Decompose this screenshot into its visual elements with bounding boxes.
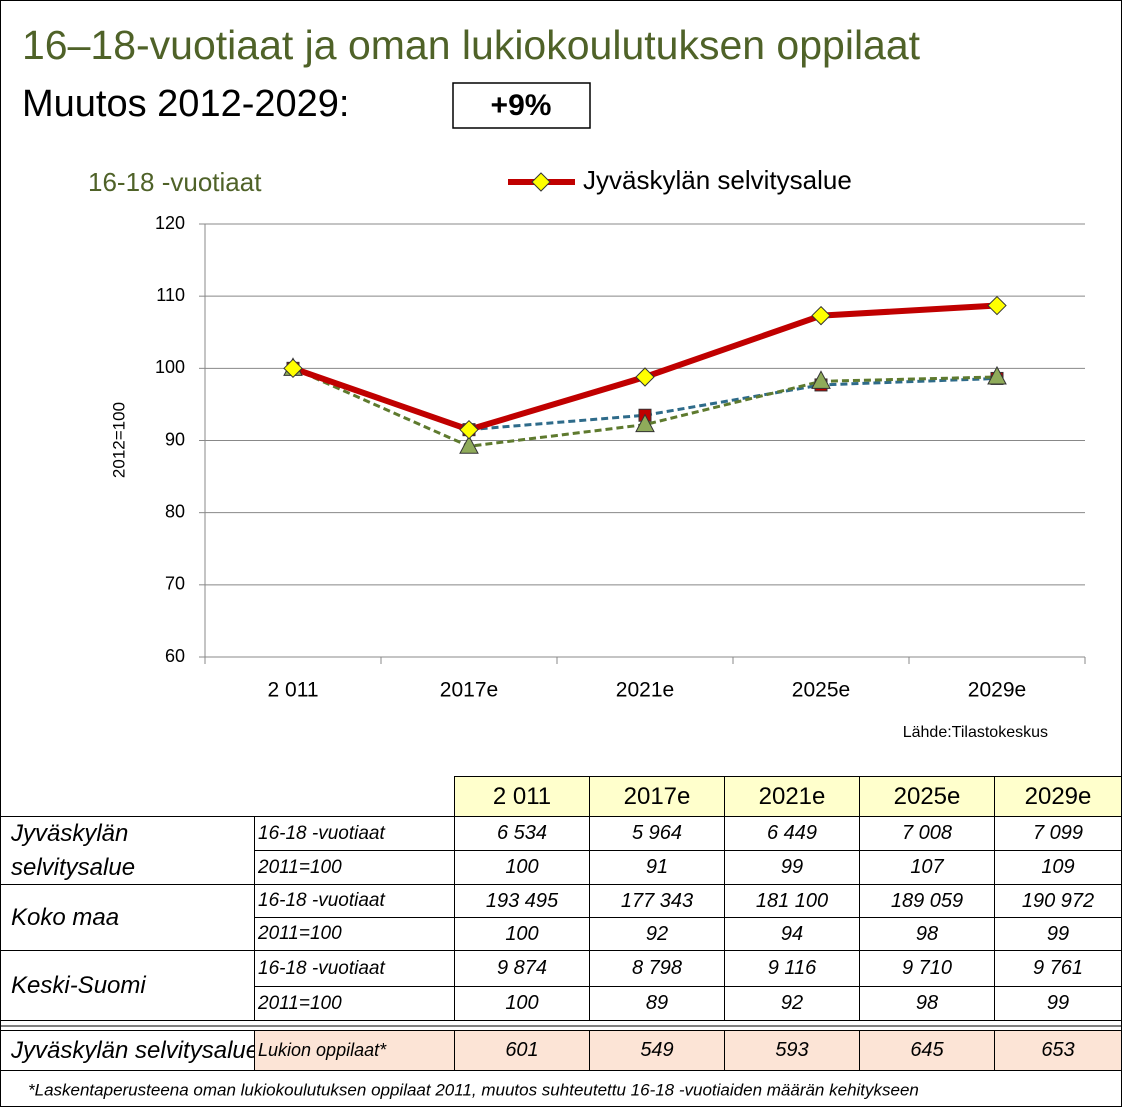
table-cell: 9 874 bbox=[454, 950, 590, 987]
chart-title: 16-18 -vuotiaat bbox=[88, 167, 262, 197]
table-cell: 91 bbox=[589, 850, 725, 885]
point bbox=[459, 435, 479, 454]
table-cell: 6 449 bbox=[724, 816, 860, 851]
point bbox=[635, 413, 655, 433]
x-tick-label: 2029e bbox=[968, 679, 1026, 702]
source-note: Lähde:Tilastokeskus bbox=[903, 724, 1048, 741]
table-cell: 193 495 bbox=[454, 884, 590, 918]
column-header: 2029e bbox=[994, 776, 1122, 817]
legend-label: Jyväskylän selvitysalue bbox=[583, 165, 852, 195]
x-tick-label: 2017e bbox=[440, 679, 498, 702]
row-label: 2011=100 bbox=[254, 850, 455, 885]
summary-cell: 653 bbox=[994, 1030, 1122, 1071]
row-group-label: Jyväskylän selvitysalue bbox=[0, 816, 255, 885]
table-cell: 7 008 bbox=[859, 816, 995, 851]
table-cell: 190 972 bbox=[994, 884, 1122, 918]
table-cell: 109 bbox=[994, 850, 1122, 885]
slide-title: 16–18-vuotiaat ja oman lukiokoulutuksen … bbox=[22, 22, 921, 68]
column-header: 2025e bbox=[859, 776, 995, 817]
point bbox=[987, 365, 1007, 385]
row-label: 16-18 -vuotiaat bbox=[254, 816, 455, 851]
y-tick-label: 110 bbox=[156, 285, 185, 305]
row-label: 2011=100 bbox=[254, 917, 455, 951]
table-cell: 189 059 bbox=[859, 884, 995, 918]
point bbox=[459, 419, 479, 440]
y-tick-label: 60 bbox=[165, 646, 185, 666]
change-label: Muutos 2012-2029: bbox=[22, 83, 349, 125]
summary-cell: 645 bbox=[859, 1030, 995, 1071]
x-tick-label: 2021e bbox=[616, 679, 674, 702]
table-cell: 6 534 bbox=[454, 816, 590, 851]
y-tick-label: 70 bbox=[165, 574, 185, 594]
table-cell: 99 bbox=[994, 986, 1122, 1021]
column-header: 2 011 bbox=[454, 776, 590, 817]
table-cell: 107 bbox=[859, 850, 995, 885]
table-cell: 99 bbox=[724, 850, 860, 885]
table-cell: 89 bbox=[589, 986, 725, 1021]
summary-cell: 549 bbox=[589, 1030, 725, 1071]
x-tick-label: 2025e bbox=[792, 679, 850, 702]
legend-marker bbox=[531, 172, 551, 192]
summary-cell: 601 bbox=[454, 1030, 590, 1071]
row-label: 16-18 -vuotiaat bbox=[254, 884, 455, 918]
table-cell: 100 bbox=[454, 850, 590, 885]
table-cell: 92 bbox=[724, 986, 860, 1021]
point bbox=[635, 367, 655, 387]
column-header: 2017e bbox=[589, 776, 725, 817]
table-cell: 8 798 bbox=[589, 950, 725, 987]
table-cell: 92 bbox=[589, 917, 725, 951]
y-tick-label: 100 bbox=[155, 357, 185, 377]
y-tick-label: 90 bbox=[165, 429, 185, 449]
table-cell: 98 bbox=[859, 986, 995, 1021]
table-cell: 181 100 bbox=[724, 884, 860, 918]
row-group-label: Koko maa bbox=[0, 884, 255, 951]
table-cell: 98 bbox=[859, 917, 995, 951]
summary-label: Jyväskylän selvitysalue bbox=[0, 1030, 259, 1071]
point bbox=[283, 358, 303, 379]
row-label: 2011=100 bbox=[254, 986, 455, 1021]
table-cell: 9 710 bbox=[859, 950, 995, 987]
table-cell: 9 116 bbox=[724, 950, 860, 987]
summary-cell: 593 bbox=[724, 1030, 860, 1071]
point bbox=[987, 295, 1007, 316]
table-cell: 100 bbox=[454, 986, 590, 1021]
table-cell: 7 099 bbox=[994, 816, 1122, 851]
table-cell: 99 bbox=[994, 917, 1122, 951]
summary-sublabel: Lukion oppilaat* bbox=[254, 1030, 455, 1071]
change-box bbox=[452, 82, 591, 129]
table-cell: 177 343 bbox=[589, 884, 725, 918]
row-label: 16-18 -vuotiaat bbox=[254, 950, 455, 987]
table-cell: 9 761 bbox=[994, 950, 1122, 987]
y-tick-label: 120 bbox=[155, 213, 185, 233]
table-cell: 94 bbox=[724, 917, 860, 951]
table-cell: 5 964 bbox=[589, 816, 725, 851]
y-axis-label: 2012=100 bbox=[109, 402, 128, 478]
table-cell: 100 bbox=[454, 917, 590, 951]
point bbox=[811, 305, 831, 326]
x-tick-label: 2 011 bbox=[268, 679, 319, 702]
column-header: 2021e bbox=[724, 776, 860, 817]
change-value: +9% bbox=[491, 89, 552, 122]
row-group-label: Keski-Suomi bbox=[0, 950, 255, 1021]
footnote: *Laskentaperusteena oman lukiokoulutukse… bbox=[28, 1080, 919, 1099]
point bbox=[811, 370, 831, 389]
y-tick-label: 80 bbox=[165, 501, 185, 521]
